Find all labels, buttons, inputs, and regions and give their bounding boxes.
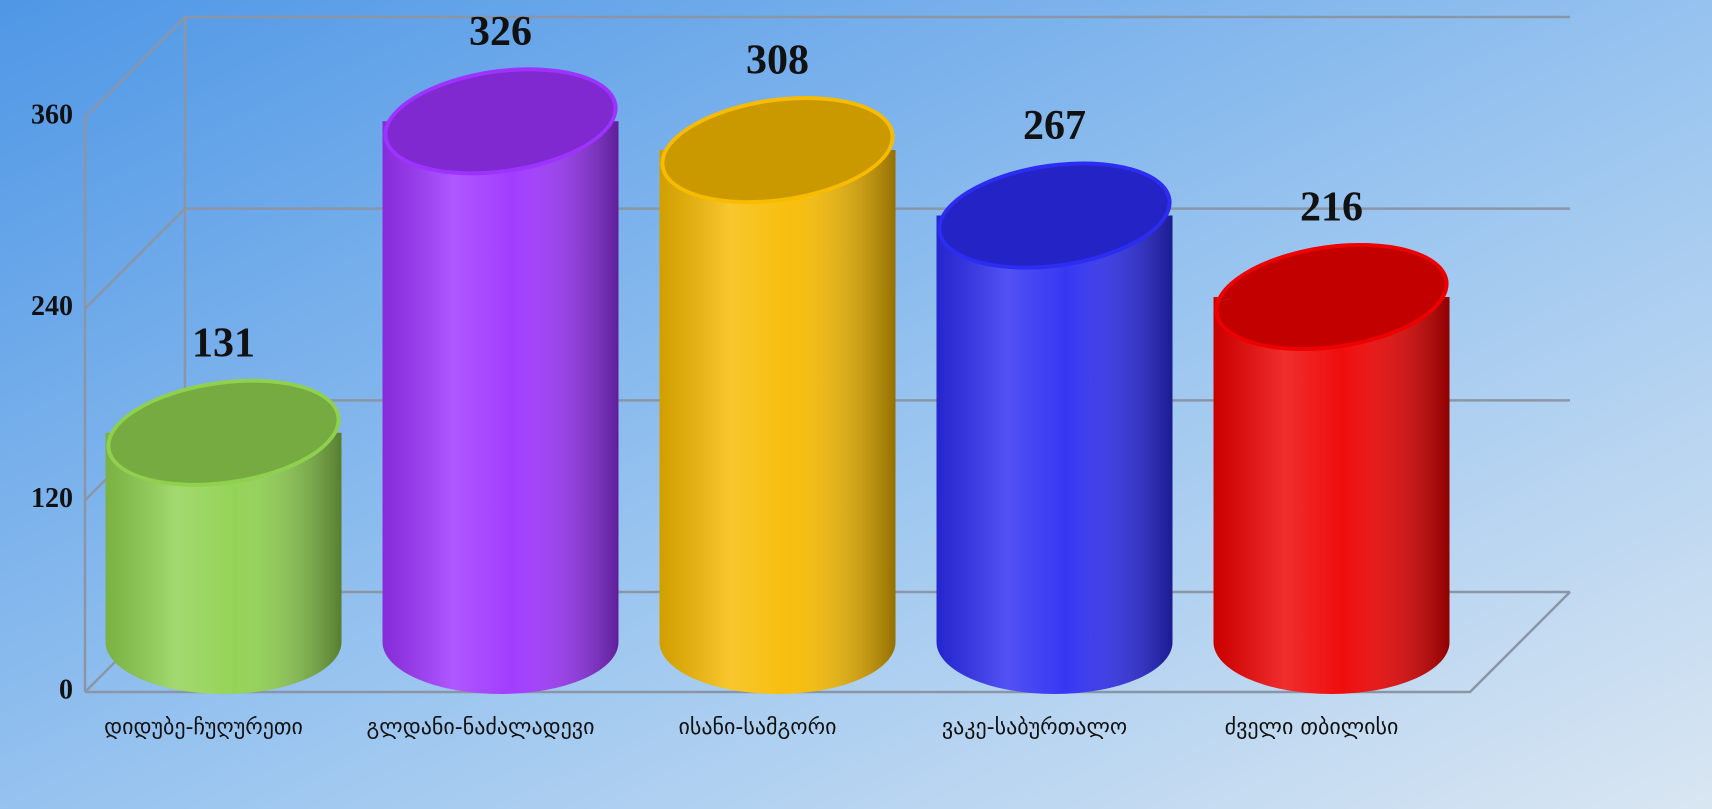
bar-top-shade [387,71,614,172]
bar-top-shade [110,382,337,483]
y-tick-label: 360 [31,99,73,130]
bar-shade [105,432,342,694]
y-tick-label: 240 [31,291,73,322]
value-label: 216 [1300,185,1363,231]
bar-top-shade [941,165,1168,266]
y-tick-label: 0 [59,674,73,705]
bar-shade [936,215,1173,694]
bar-shade [1213,297,1450,694]
floor-edge [85,591,1571,694]
bar-top [1214,242,1449,352]
bar-top [383,67,618,176]
bar-top [937,161,1172,270]
value-label: 267 [1023,103,1086,149]
bar-top-shade [1218,246,1445,348]
bar-top [106,378,341,487]
bar-top-shade [664,99,891,201]
x-tick-label: გლდანი-ნაძალადევი [367,715,595,740]
x-tick-label: ძველი თბილისი [1225,715,1399,740]
value-label: 326 [469,9,532,55]
x-tick-label: დიდუბე-ჩუღურეთი [104,715,303,740]
bar-top [660,96,895,205]
x-tick-label: ვაკე-საბურთალო [942,715,1127,740]
value-label: 308 [746,38,809,84]
y-tick-label: 120 [31,483,73,514]
bar-shade [382,121,619,695]
value-label: 131 [192,320,255,366]
x-tick-label: ისანი-სამგორი [678,715,836,740]
bar-shade [659,150,896,695]
grid-line [84,15,1570,118]
